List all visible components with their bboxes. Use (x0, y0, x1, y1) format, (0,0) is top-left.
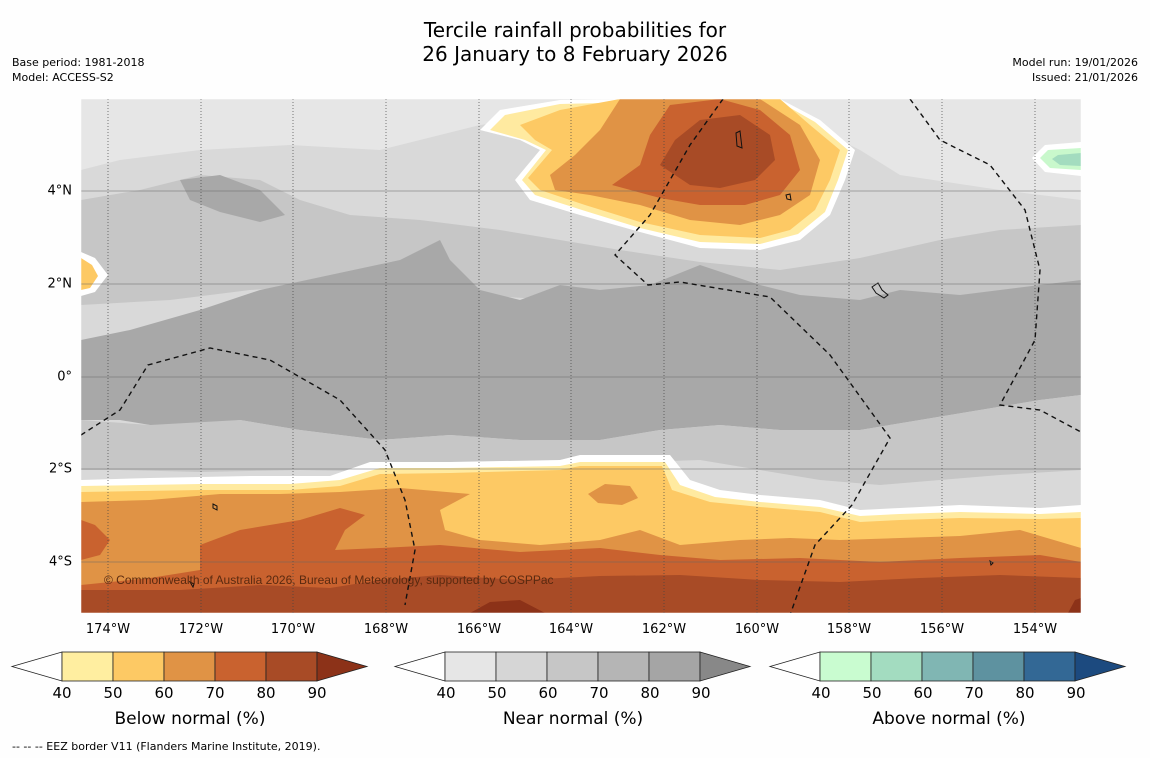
eez-border (909, 99, 1081, 433)
colorbar-1 (393, 651, 752, 682)
map-frame (80, 98, 1082, 614)
eez-border (614, 99, 891, 613)
lat-label: 2°N (47, 276, 73, 292)
colorbar-cell (819, 651, 872, 682)
above-normal-east-60 (1052, 153, 1081, 166)
title-line-1: Tercile rainfall probabilities for (423, 18, 727, 42)
lon-label: 174°W (85, 622, 131, 637)
colorbar-cell (870, 651, 923, 682)
colorbar-high-extend (699, 651, 752, 682)
lon-label: 168°W (363, 622, 409, 637)
colorbar-cell (495, 651, 548, 682)
below-normal-south-60-inner-blob (588, 484, 638, 505)
colorbar-title-above: Above normal (%) (872, 709, 1026, 729)
colorbar-cell (648, 651, 701, 682)
colorbar-tick: 40 (811, 684, 831, 702)
graticule (81, 99, 1081, 613)
colorbar-high-extend (316, 651, 369, 682)
lat-label: 4°N (47, 183, 73, 199)
colorbar-tick: 50 (487, 684, 507, 702)
lon-label: 164°W (548, 622, 594, 637)
island (212, 503, 218, 511)
colorbar-title-below: Below normal (%) (114, 709, 266, 729)
issued-date: Issued: 21/01/2026 (1031, 71, 1138, 84)
colorbar-cell (214, 651, 267, 682)
lat-label: 0° (57, 369, 72, 385)
colorbar-cell (546, 651, 599, 682)
island (188, 580, 195, 589)
colorbar-cell (163, 651, 216, 682)
colorbar-tick: 90 (307, 684, 327, 702)
colorbar-title-near: Near normal (%) (502, 709, 644, 729)
colorbar-0 (10, 651, 369, 682)
lon-label: 158°W (826, 622, 872, 637)
colorbar-low-extend (393, 651, 446, 682)
colorbar-tick: 50 (103, 684, 123, 702)
colorbar-tick: 90 (691, 684, 711, 702)
colorbar-tick: 80 (1015, 684, 1035, 702)
colorbar-cell (61, 651, 114, 682)
lon-label: 160°W (734, 622, 780, 637)
lat-label: 4°S (48, 554, 72, 570)
below-normal-north-80 (660, 115, 775, 188)
title-line-2: 26 January to 8 February 2026 (422, 42, 728, 66)
base-period: Base period: 1981-2018 (12, 56, 145, 69)
near-normal-mid-area-north (81, 175, 1081, 305)
near-normal-dark-blob-north (180, 175, 285, 222)
chart-title: Tercile rainfall probabilities for 26 Ja… (0, 18, 1150, 66)
island (735, 130, 743, 149)
eez-border (81, 347, 416, 606)
colorbar-high-extend (1074, 651, 1127, 682)
colorbar-2 (768, 651, 1127, 682)
meta-left: Base period: 1981-2018 Model: ACCESS-S2 (12, 55, 144, 85)
colorbars (10, 651, 1127, 682)
island (871, 282, 889, 299)
colorbar-cell (112, 651, 165, 682)
colorbar-low-extend (768, 651, 821, 682)
model-name: Model: ACCESS-S2 (12, 71, 114, 84)
colorbar-cell (1023, 651, 1076, 682)
colorbar-cell (597, 651, 650, 682)
colorbar-cell (921, 651, 974, 682)
colorbar-tick: 50 (862, 684, 882, 702)
near-normal-light-area (81, 99, 1081, 200)
islands (188, 130, 994, 589)
colorbar-cell (444, 651, 497, 682)
lon-label: 170°W (270, 622, 316, 637)
eez-borders (81, 99, 1081, 613)
lon-label: 156°W (919, 622, 965, 637)
lon-label: 162°W (641, 622, 687, 637)
copyright-text: © Commonwealth of Australia 2026, Bureau… (104, 573, 554, 587)
below-normal-south-90 (470, 598, 1081, 613)
model-run: Model run: 19/01/2026 (1012, 56, 1138, 69)
colorbar-tick: 70 (589, 684, 609, 702)
colorbar-tick: 60 (154, 684, 174, 702)
lon-label: 166°W (456, 622, 502, 637)
colorbar-tick: 60 (913, 684, 933, 702)
colorbar-tick: 80 (640, 684, 660, 702)
colorbar-low-extend (10, 651, 63, 682)
near-normal-dark-band (81, 240, 1081, 440)
lon-label: 154°W (1012, 622, 1058, 637)
colorbar-cell (972, 651, 1025, 682)
colorbar-tick: 70 (205, 684, 225, 702)
lon-label: 172°W (178, 622, 224, 637)
colorbar-tick: 40 (52, 684, 72, 702)
colorbar-cell (265, 651, 318, 682)
lat-label: 2°S (48, 461, 72, 477)
near-normal-mid-area-south (81, 395, 1081, 485)
eez-footnote: -- -- -- EEZ border V11 (Flanders Marine… (12, 740, 321, 753)
colorbar-tick: 90 (1066, 684, 1086, 702)
colorbar-tick: 70 (964, 684, 984, 702)
colorbar-tick: 60 (538, 684, 558, 702)
map-field (81, 99, 1081, 613)
meta-right: Model run: 19/01/2026 Issued: 21/01/2026 (1012, 55, 1138, 85)
below-normal-south-80 (81, 575, 1081, 613)
island (785, 193, 792, 201)
colorbar-tick: 80 (256, 684, 276, 702)
below-normal-west-patch-50 (81, 258, 98, 290)
colorbar-tick: 40 (436, 684, 456, 702)
